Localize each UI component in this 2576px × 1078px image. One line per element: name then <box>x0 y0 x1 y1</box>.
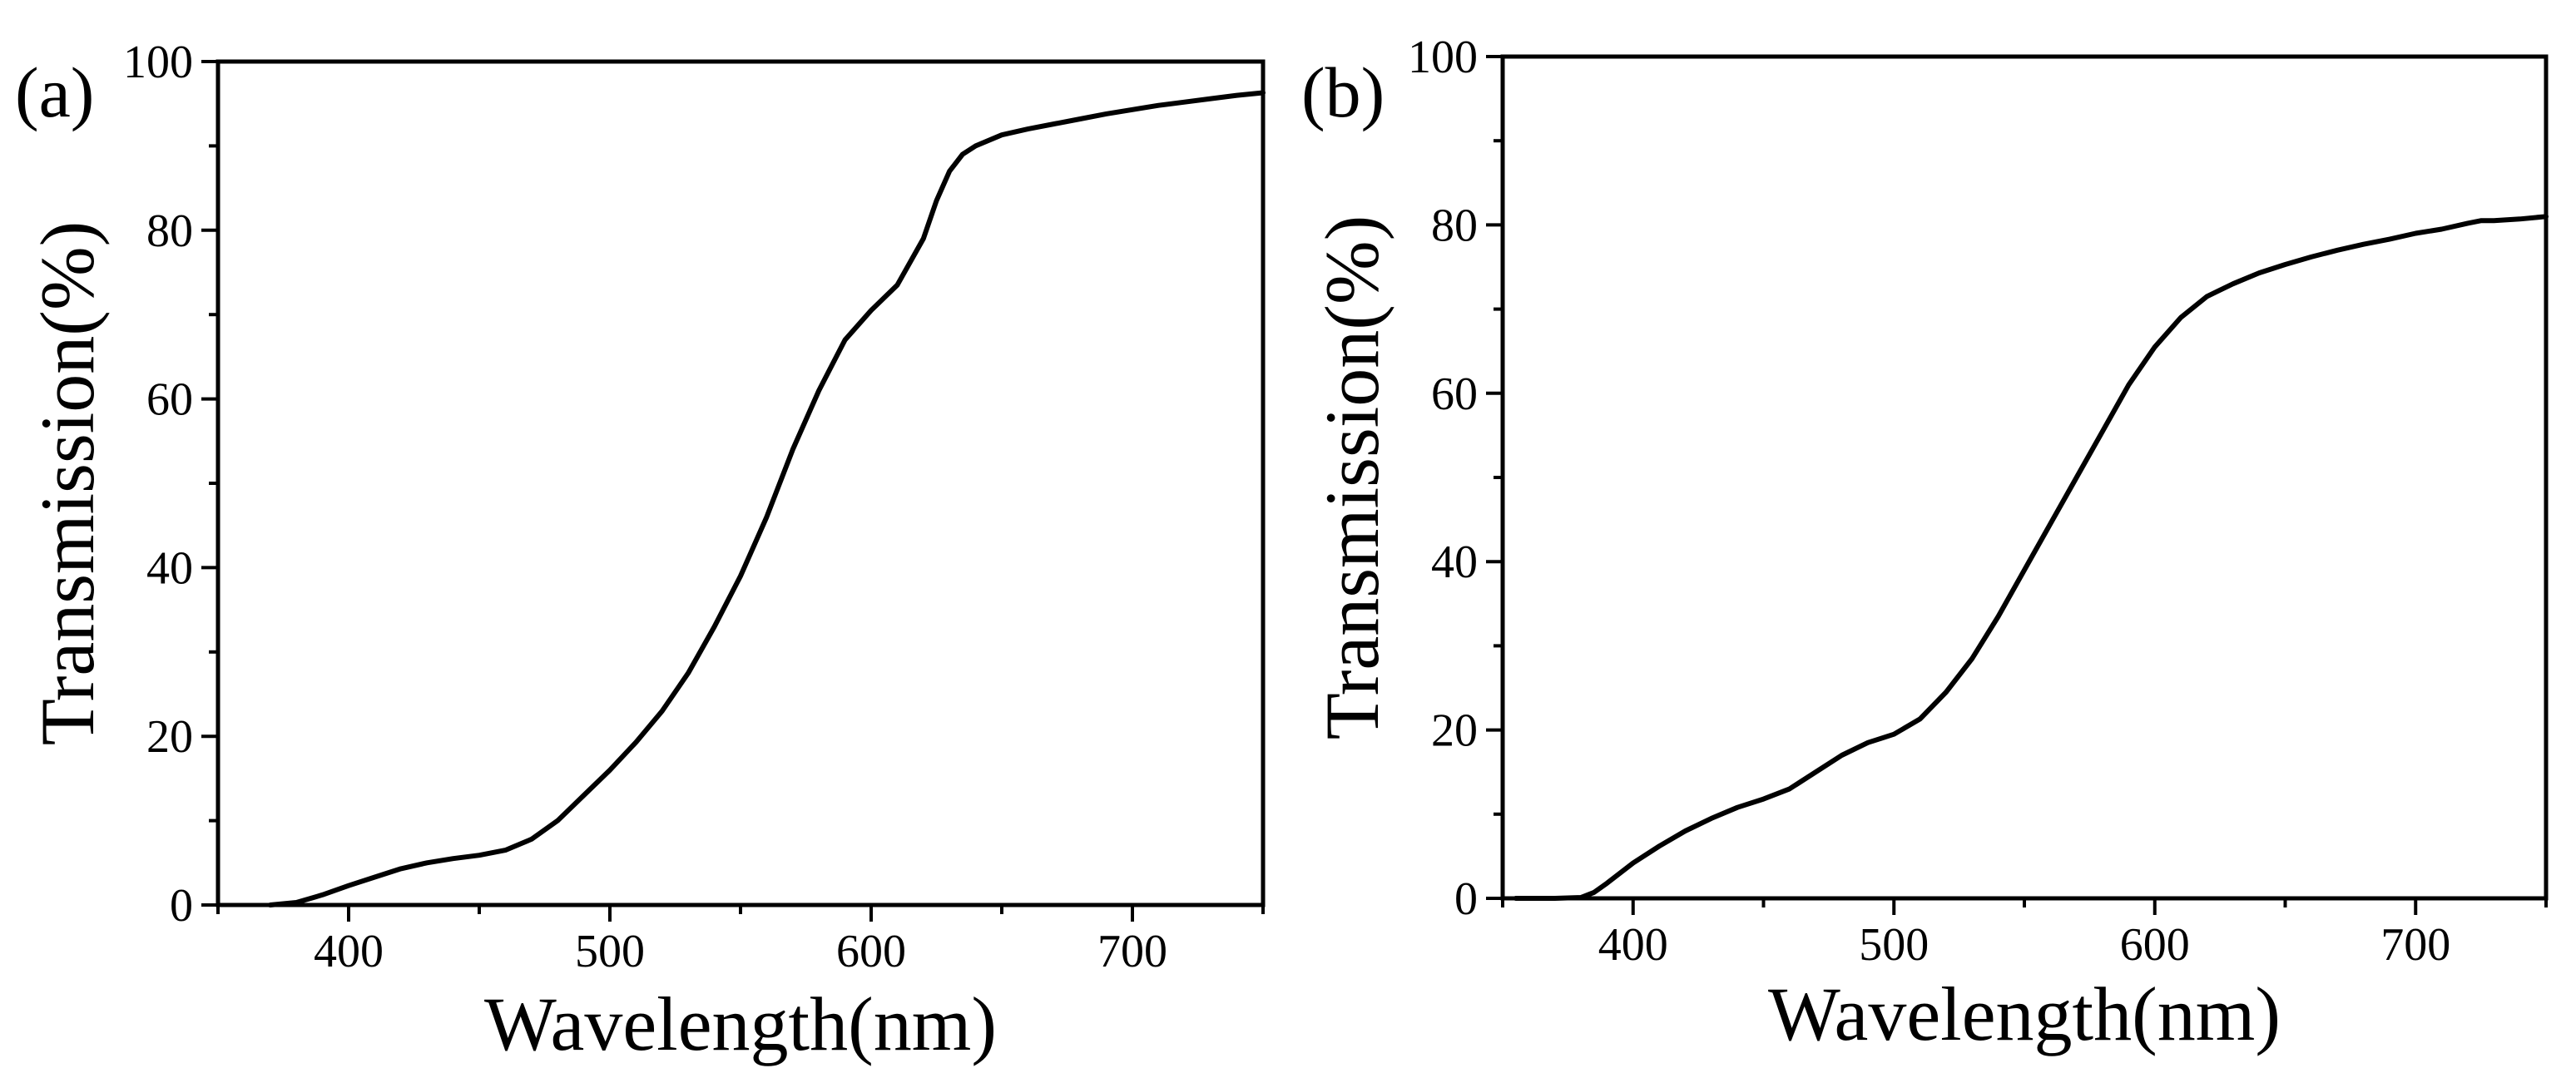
panel-b-x-tick-label: 600 <box>2120 919 2190 971</box>
panel-a-plot-frame <box>215 59 1266 907</box>
panel-a-y-ticks: 0 20 40 60 80 100 <box>123 37 218 932</box>
panel-a-y-tick-label: 100 <box>123 37 193 88</box>
panel-b-y-ticks: 0 20 40 60 80 100 <box>1408 32 1503 925</box>
panel-a-x-tick-label: 600 <box>836 926 906 977</box>
panel-b-y-tick-label: 100 <box>1408 32 1478 83</box>
panel-b-y-tick-label: 80 <box>1431 200 1478 251</box>
panel-a-x-ticks: 400 500 600 700 <box>216 905 1265 977</box>
panel-b: (b) 0 20 40 60 80 100 400 500 600 700 Wavelength… <box>1301 32 2549 1056</box>
panel-a: (a) 0 20 40 60 80 100 400 500 600 700 Wavelength… <box>15 37 1266 1066</box>
panel-b-y-axis-title: Transmission(%) <box>1310 215 1395 739</box>
panel-b-x-ticks: 400 500 600 700 <box>1501 898 2548 971</box>
panel-b-x-tick-label: 500 <box>1859 919 1929 971</box>
panel-b-x-axis-title: Wavelength(nm) <box>1768 972 2281 1056</box>
panel-b-label: (b) <box>1301 52 1385 132</box>
panel-a-y-tick-label: 0 <box>170 880 193 932</box>
panel-b-y-tick-label: 0 <box>1454 873 1478 925</box>
panel-a-y-tick-label: 80 <box>146 205 193 257</box>
panel-b-y-tick-label: 20 <box>1431 705 1478 757</box>
panel-a-y-tick-label: 40 <box>146 542 193 594</box>
panel-b-x-tick-label: 700 <box>2380 919 2450 971</box>
panel-a-x-tick-label: 400 <box>314 926 384 977</box>
panel-b-transmission-curve <box>1513 214 2549 901</box>
panel-b-y-tick-label: 40 <box>1431 537 1478 588</box>
panel-a-x-tick-label: 700 <box>1097 926 1167 977</box>
panel-a-x-tick-label: 500 <box>575 926 645 977</box>
panel-a-y-axis-title: Transmission(%) <box>25 221 110 745</box>
panel-b-y-tick-label: 60 <box>1431 368 1478 420</box>
panel-b-plot-frame <box>1500 54 2549 901</box>
panel-b-x-tick-label: 400 <box>1598 919 1668 971</box>
panel-a-label: (a) <box>15 52 94 132</box>
panel-a-y-tick-label: 60 <box>146 374 193 426</box>
panel-a-transmission-curve <box>267 90 1266 907</box>
panel-a-y-tick-label: 20 <box>146 711 193 763</box>
panel-a-x-axis-title: Wavelength(nm) <box>484 982 997 1066</box>
